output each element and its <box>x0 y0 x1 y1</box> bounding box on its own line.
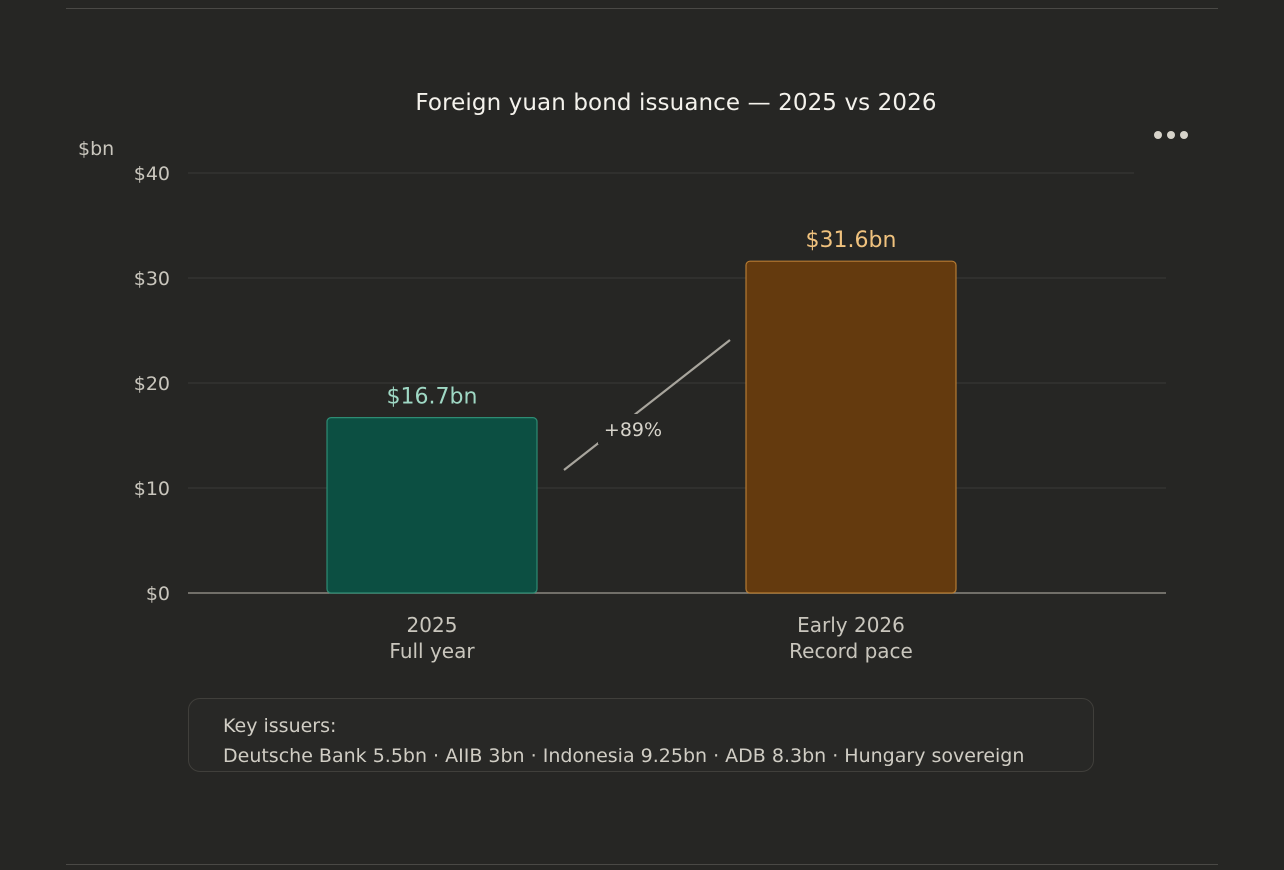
bottom-divider <box>66 864 1218 865</box>
y-axis-unit-label: $bn <box>78 138 115 160</box>
growth-connector-line <box>563 339 731 471</box>
category-label-line2: Full year <box>389 639 475 663</box>
category-label-line1: 2025 <box>407 613 458 637</box>
more-horizontal-icon-dot <box>1180 131 1188 139</box>
y-tick-label: $0 <box>146 583 170 605</box>
more-horizontal-icon-dot <box>1167 131 1175 139</box>
growth-annotation-background <box>598 414 668 444</box>
bar-value-label: $16.7bn <box>387 385 478 410</box>
category-label-line2: Record pace <box>789 639 913 663</box>
key-issuers-text: Deutsche Bank 5.5bn · AIIB 3bn · Indones… <box>223 745 1025 767</box>
bar-value-label: $31.6bn <box>806 228 897 253</box>
top-divider <box>66 8 1218 9</box>
chart-title: Foreign yuan bond issuance — 2025 vs 202… <box>415 90 937 116</box>
y-tick-label: $40 <box>134 163 170 185</box>
bar <box>326 417 538 594</box>
y-tick-label: $20 <box>134 373 170 395</box>
more-horizontal-icon <box>1154 131 1162 139</box>
y-tick-label: $10 <box>134 478 170 500</box>
more-options-button[interactable] <box>1146 122 1196 148</box>
key-issuers-box: Key issuers: Deutsche Bank 5.5bn · AIIB … <box>188 698 1094 772</box>
bar <box>745 260 957 594</box>
y-tick-label: $30 <box>134 268 170 290</box>
key-issuers-heading: Key issuers: <box>223 715 337 737</box>
category-label-line1: Early 2026 <box>797 613 905 637</box>
growth-annotation-label: +89% <box>604 419 662 441</box>
